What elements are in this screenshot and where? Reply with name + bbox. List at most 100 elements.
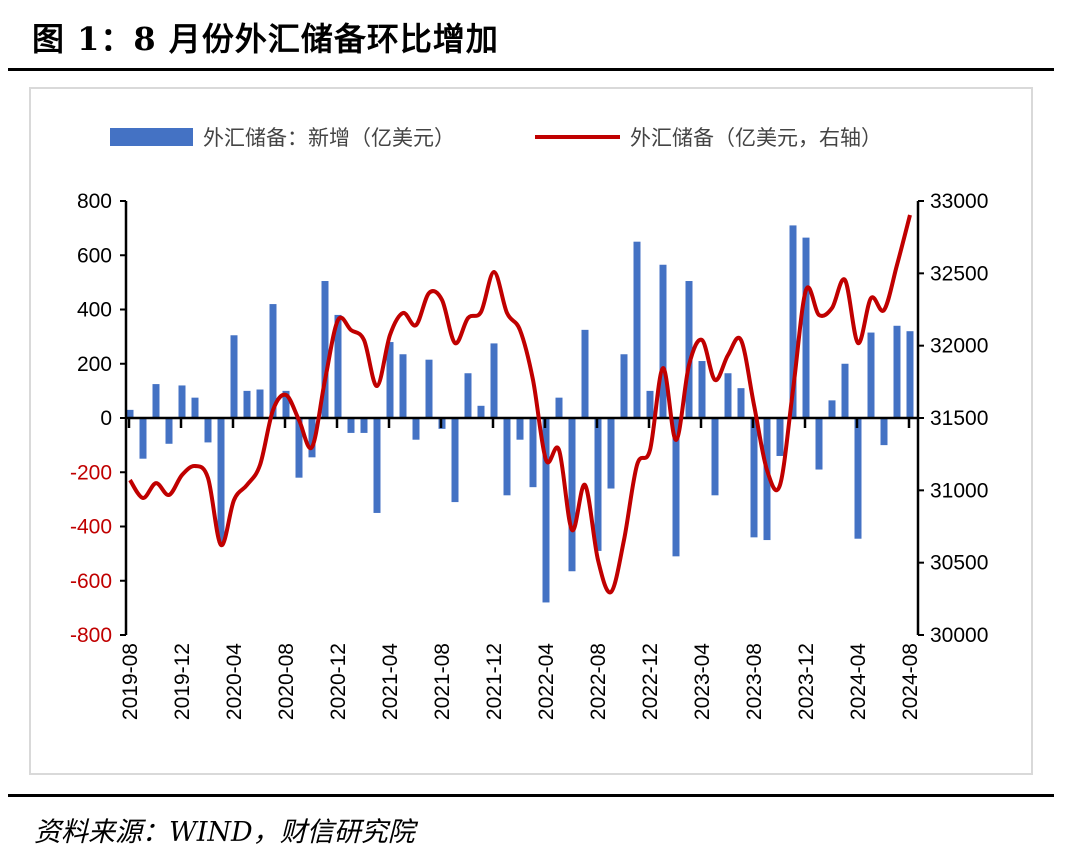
x-tick-label: 2024-08 [899,643,922,720]
bar [854,418,862,539]
legend-line-label: 外汇储备（亿美元，右轴） [630,126,882,150]
x-tick-label: 2022-08 [587,643,610,720]
bar [555,397,563,418]
bar [516,418,524,440]
bar [477,405,485,418]
left-tick-label: 600 [77,244,112,267]
right-tick-label: 33000 [930,190,988,213]
bar [581,329,589,418]
x-tick-label: 2021-12 [483,643,506,720]
bar [880,418,888,446]
x-tick-label: 2020-12 [327,643,350,720]
bar [841,363,849,418]
bar [373,418,381,513]
x-tick-label: 2024-04 [847,643,870,720]
bar [659,264,667,418]
figure-title: 图 1：8 月份外汇储备环比增加 [32,20,499,58]
bar [737,388,745,418]
bar [763,418,771,541]
bar [282,390,290,418]
x-tick-label: 2023-12 [795,643,818,720]
x-tick-label: 2021-08 [431,643,454,720]
x-tick-label: 2022-12 [639,643,662,720]
bar [828,400,836,418]
bar [607,418,615,489]
bar [334,314,342,418]
bar [295,418,303,478]
bar [152,384,160,418]
left-tick-label: 400 [77,299,112,322]
bar [191,397,199,418]
bar [724,373,732,418]
bar [698,361,706,418]
bar [568,418,576,572]
x-tick-label: 2023-04 [691,643,714,720]
bar [646,390,654,418]
bar [802,237,810,418]
source-note: 资料来源：WIND，财信研究院 [34,817,415,848]
x-tick-label: 2019-08 [119,643,142,720]
bar [685,281,693,418]
bar [217,418,225,543]
bar [126,409,134,418]
bottom-rule [8,794,1054,797]
bar [711,418,719,496]
bar [620,354,628,418]
bar [503,418,511,496]
bar [464,373,472,418]
bar [139,418,147,459]
bar [542,418,550,603]
bar [750,418,758,538]
bar [776,418,784,456]
left-tick-label: -400 [70,516,112,539]
right-tick-label: 32000 [930,335,988,358]
bar [672,418,680,557]
bar [178,385,186,418]
right-tick-label: 32500 [930,262,988,285]
right-tick-label: 30500 [930,552,988,575]
left-tick-label: -800 [70,624,112,647]
left-tick-label: 200 [77,353,112,376]
x-tick-label: 2023-08 [743,643,766,720]
x-tick-label: 2019-12 [171,643,194,720]
right-tick-label: 30000 [930,624,988,647]
bar [906,331,914,418]
bar [347,418,355,433]
chart-frame [29,87,1033,775]
bar [633,241,641,418]
legend-bar-swatch [110,128,193,146]
x-tick-label: 2020-04 [223,643,246,720]
bar [230,335,238,418]
left-tick-label: 800 [77,190,112,213]
legend-bar-label: 外汇储备：新增（亿美元） [203,126,455,150]
bar [412,418,420,440]
bar [321,281,329,418]
left-tick-label: -600 [70,570,112,593]
bar [269,304,277,418]
bar [529,418,537,488]
bar [386,342,394,418]
x-tick-label: 2022-04 [535,643,558,720]
bar [165,418,173,444]
bar [594,418,602,551]
bar [308,418,316,458]
bar [360,418,368,433]
left-tick-label: 0 [100,407,112,430]
bar [399,354,407,418]
top-rule [8,68,1054,71]
bar [789,225,797,418]
left-tick-label: -200 [70,461,112,484]
bar [867,332,875,418]
bar [204,418,212,443]
right-tick-label: 31500 [930,407,988,430]
bar [490,343,498,418]
bar [893,325,901,418]
bar [425,359,433,418]
x-tick-label: 2021-04 [379,643,402,720]
bar [243,390,251,418]
bar [256,389,264,418]
bar [815,418,823,470]
bar [451,418,459,503]
legend: 外汇储备：新增（亿美元） 外汇储备（亿美元，右轴） [110,126,882,150]
